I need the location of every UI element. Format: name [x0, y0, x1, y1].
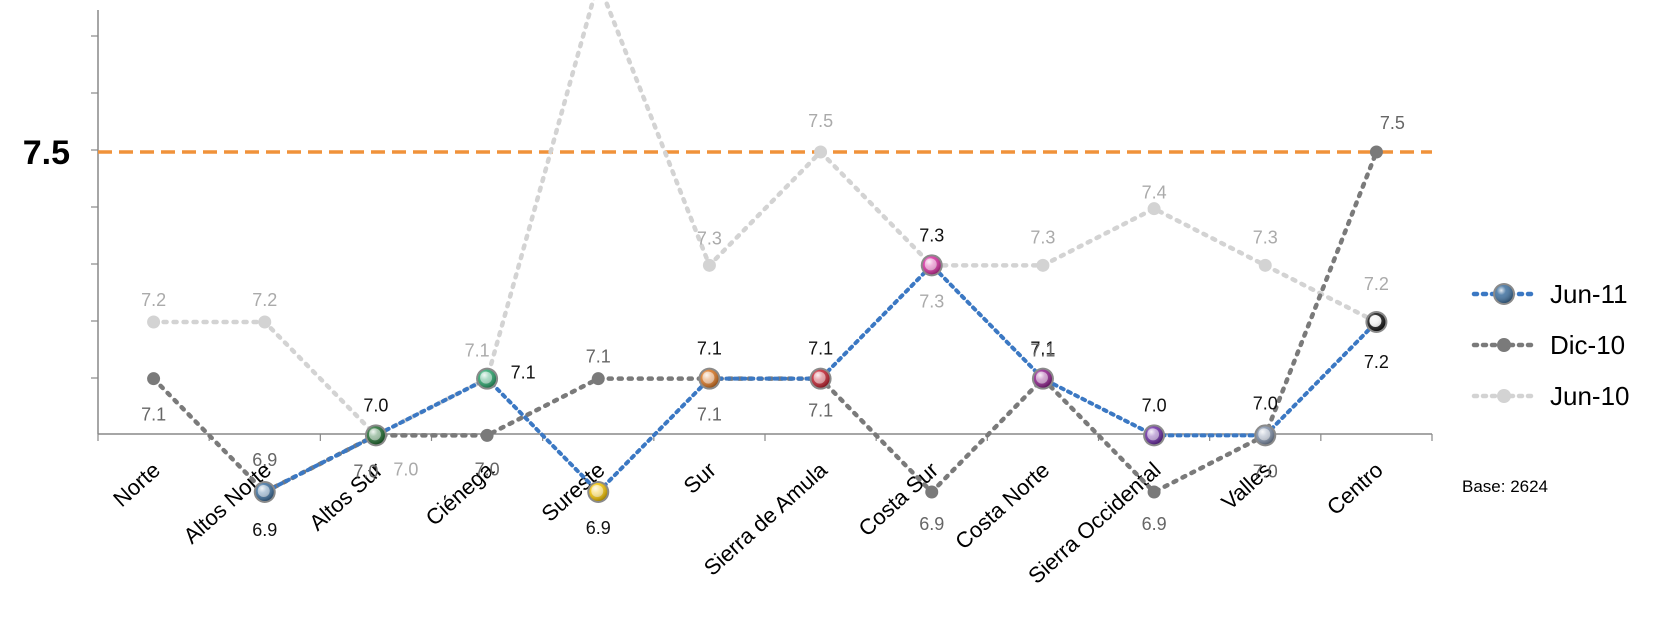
data-label-dic-10: 6.9: [919, 514, 944, 534]
data-label-jun-10: 7.0: [393, 459, 418, 479]
reference-line-group: 7.5: [23, 134, 1432, 172]
x-tick-label: Norte: [108, 457, 165, 512]
data-label-jun-10: 7.1: [465, 341, 490, 361]
x-tick-label: Costa Norte: [950, 457, 1054, 554]
data-label-jun-10: 7.3: [697, 228, 722, 248]
data-label-jun-10: 7.3: [1253, 227, 1278, 247]
data-label-jun-10: 7.2: [1364, 274, 1389, 294]
point-shade: [811, 369, 830, 388]
reference-line-label: 7.5: [23, 134, 70, 172]
legend-marker-shade: [1495, 285, 1513, 303]
data-point: [1147, 485, 1161, 499]
data-label-dic-10: 7.0: [1253, 461, 1278, 481]
legend-marker: [1497, 338, 1511, 352]
legend-item-jun-11: Jun-11: [1471, 279, 1628, 309]
data-label-jun-10: 7.2: [141, 290, 166, 310]
data-label-jun-11: 7.1: [808, 339, 833, 359]
x-tick-label: Sur: [679, 457, 721, 498]
point-shade: [478, 369, 497, 388]
point-shade: [255, 483, 274, 502]
data-label-jun-11: 7.0: [1253, 393, 1278, 413]
base-footnote: Base: 2624: [1462, 477, 1548, 496]
legend-label: Jun-10: [1550, 381, 1630, 411]
data-label-jun-10: 7.4: [1142, 183, 1167, 203]
series-line-jun-10: [151, 0, 1379, 439]
data-point: [591, 372, 605, 386]
legend: Jun-11 Dic-10 Jun-10: [1471, 279, 1630, 411]
data-label-jun-11: 6.9: [252, 520, 277, 540]
legend-item-dic-10: Dic-10: [1471, 330, 1625, 360]
data-label-dic-10: 6.9: [1142, 514, 1167, 534]
chart-axes: Norte Altos Norte Altos Sur Ciénega Sureste S…: [91, 10, 1433, 589]
data-point: [702, 258, 716, 272]
point-shade: [1367, 313, 1386, 332]
data-label-dic-10: 7.1: [586, 347, 611, 367]
data-label-jun-11: 7.1: [511, 363, 536, 383]
data-point: [147, 372, 161, 386]
point-shade: [700, 369, 719, 388]
data-label-jun-10: 7.3: [1030, 227, 1055, 247]
data-label-jun-11: 7.3: [919, 225, 944, 245]
series-line-dic-10: [151, 149, 1379, 496]
data-label-dic-10: 7.5: [1380, 113, 1405, 133]
data-label-jun-11: 6.9: [586, 518, 611, 538]
legend-marker: [1497, 389, 1511, 403]
data-label-jun-10: 7.2: [252, 290, 277, 310]
data-point: [1036, 258, 1050, 272]
x-tick-label: Centro: [1322, 457, 1388, 520]
data-point: [258, 315, 272, 329]
series-layer: [147, 0, 1388, 504]
data-point: [1258, 258, 1272, 272]
data-point: [1147, 202, 1161, 216]
data-label-jun-11: 7.2: [1364, 352, 1389, 372]
data-label-dic-10: 7.1: [1030, 341, 1055, 361]
data-label-dic-10: 7.1: [808, 401, 833, 421]
data-point: [814, 145, 828, 159]
data-labels-layer: 6.9 7.0 7.1 6.9 7.1 7.1 7.3 7.1 7.0 7.0 7.2 7.1 6.9 7…: [141, 111, 1405, 540]
data-label-dic-10: 7.1: [697, 405, 722, 425]
data-label-dic-10: 7.0: [475, 459, 500, 479]
legend-label: Jun-11: [1550, 279, 1628, 309]
point-shade: [366, 426, 385, 445]
data-label-dic-10: 7.1: [141, 405, 166, 425]
data-label-jun-11: 7.0: [363, 395, 388, 415]
point-shade: [589, 483, 608, 502]
legend-item-jun-10: Jun-10: [1471, 381, 1630, 411]
point-shade: [922, 256, 941, 275]
data-label-dic-10: 7.0: [353, 461, 378, 481]
data-point: [147, 315, 161, 329]
data-label-dic-10: 6.9: [252, 450, 277, 470]
data-label-jun-10: 7.3: [919, 291, 944, 311]
legend-label: Dic-10: [1550, 330, 1625, 360]
data-point: [925, 485, 939, 499]
point-shade: [1145, 426, 1164, 445]
data-label-jun-11: 7.1: [697, 339, 722, 359]
data-label-jun-10: 7.5: [808, 111, 833, 131]
point-shade: [1256, 426, 1275, 445]
data-point: [480, 428, 494, 442]
data-label-jun-11: 7.0: [1142, 395, 1167, 415]
point-shade: [1033, 369, 1052, 388]
data-label-jun-11: 7.1: [1030, 339, 1055, 359]
data-point: [1369, 145, 1383, 159]
